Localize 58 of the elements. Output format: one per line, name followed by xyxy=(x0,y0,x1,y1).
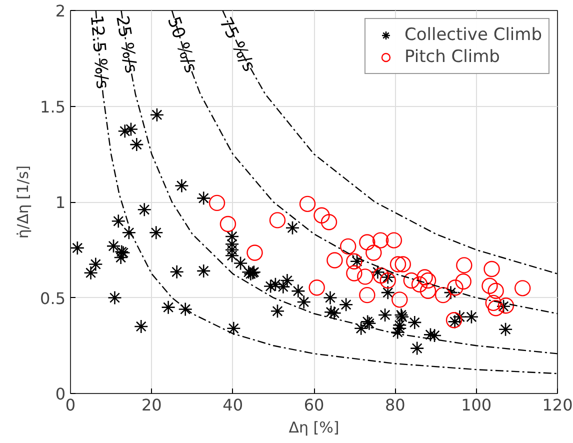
point xyxy=(308,280,325,296)
point xyxy=(326,252,343,268)
point xyxy=(357,268,374,285)
x-axis-title: Δη [%] xyxy=(288,418,340,436)
point xyxy=(488,300,504,316)
point xyxy=(346,253,362,270)
point xyxy=(447,280,464,296)
point xyxy=(320,214,338,230)
point xyxy=(359,286,376,304)
point xyxy=(434,286,452,304)
y-tick-label: 0.5 xyxy=(40,288,66,308)
text: 75 %/s xyxy=(214,14,259,76)
x-tick-label: 100 xyxy=(461,396,492,414)
point xyxy=(314,207,330,224)
point xyxy=(420,282,436,299)
point xyxy=(484,260,500,278)
point xyxy=(455,273,472,290)
point xyxy=(299,196,316,212)
text: 50 %/s xyxy=(163,14,201,76)
point xyxy=(456,257,472,274)
point xyxy=(372,267,390,284)
point xyxy=(346,265,362,282)
text: 12.5 %/s xyxy=(86,14,112,90)
point xyxy=(485,294,502,312)
point xyxy=(482,278,498,294)
y-tick-label: 2 xyxy=(55,2,66,20)
point xyxy=(246,244,263,261)
point xyxy=(403,272,420,289)
x-tick-label: 40 xyxy=(222,396,244,414)
text: 25 %/s xyxy=(112,14,141,75)
point xyxy=(392,292,408,308)
y-axis-title: η̇/Δη [1/s] xyxy=(14,165,32,239)
point xyxy=(208,194,226,212)
point xyxy=(420,272,436,289)
x-tick-label: 20 xyxy=(141,396,162,414)
point xyxy=(390,256,406,272)
x-tick-label: 80 xyxy=(384,396,406,414)
point xyxy=(411,276,428,292)
point xyxy=(386,232,402,248)
point xyxy=(269,212,286,228)
point xyxy=(366,244,382,261)
legend-label: Collective Climb xyxy=(404,25,542,45)
y-tick-label: 1.5 xyxy=(40,97,66,116)
point xyxy=(488,282,504,299)
point xyxy=(380,272,396,289)
line-series xyxy=(222,10,558,274)
point xyxy=(394,256,411,272)
point xyxy=(340,238,356,255)
point xyxy=(514,280,531,296)
point xyxy=(220,216,236,232)
point xyxy=(372,232,389,248)
point xyxy=(359,234,376,250)
x-tick-label: 120 xyxy=(542,396,573,414)
point xyxy=(498,298,514,314)
legend-label: Pitch Climb xyxy=(404,47,500,67)
y-tick-label: 1 xyxy=(55,193,66,212)
point xyxy=(416,269,433,286)
x-tick-label: 60 xyxy=(304,396,324,414)
